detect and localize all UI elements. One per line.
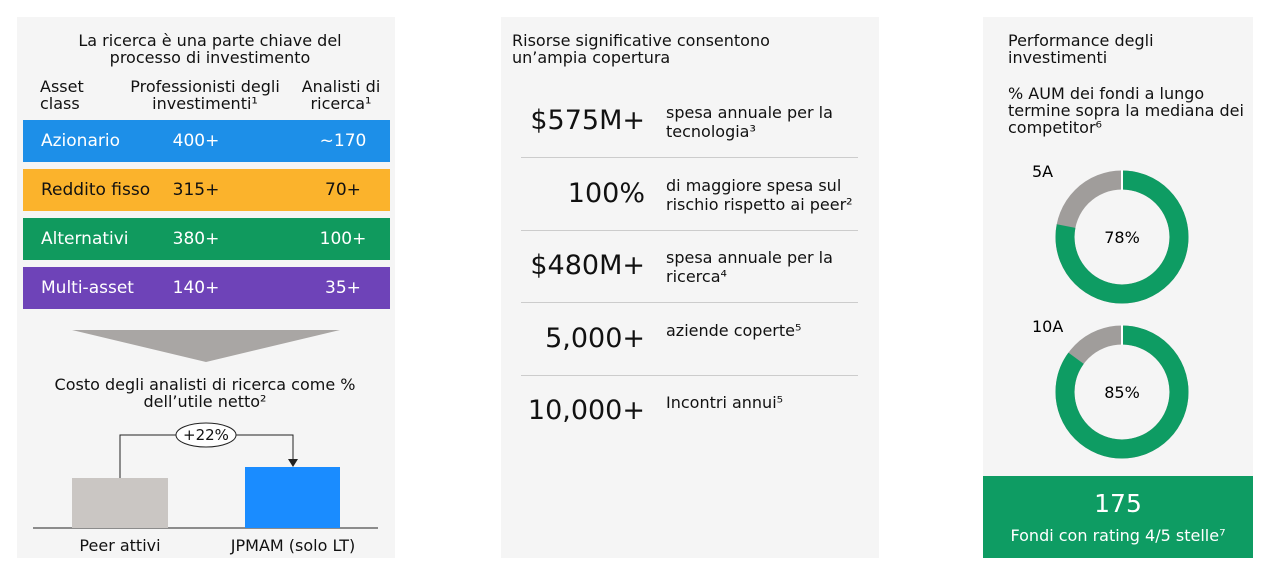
cell: Alternativi [41, 229, 129, 249]
separator [521, 302, 858, 303]
metric: 5,000+ [545, 322, 645, 354]
metric-desc: di maggiore spesa sul rischio rispetto a… [666, 175, 853, 214]
cell: Multi-asset [41, 278, 134, 298]
metric: 100% [567, 177, 645, 209]
header: Analisti di ricerca¹ [301, 77, 381, 113]
fund-box: 175 Fondi con rating 4/5 stelle⁷ [983, 476, 1253, 558]
subtitle: % AUM dei fondi a lungo termine sopra la… [1008, 84, 1244, 137]
bar [245, 467, 340, 528]
donut-label: 85% [1104, 383, 1140, 402]
panel [501, 17, 879, 558]
subtitle: Costo degli analisti di ricerca come % d… [54, 375, 356, 411]
header: Professionisti degli investimenti¹ [130, 77, 280, 113]
bar [72, 478, 168, 528]
metric: $480M+ [530, 250, 645, 281]
table-row: Reddito fisso 315+ 70+ [23, 169, 390, 211]
cell: ~170 [319, 131, 367, 151]
cell: Azionario [41, 131, 120, 151]
period-label: 5A [1032, 162, 1053, 181]
table-row: Multi-asset 140+ 35+ [23, 267, 390, 309]
cell: 140+ [172, 278, 220, 298]
metric: 10,000+ [527, 395, 645, 426]
table-row: Azionario 400+ ~170 [23, 120, 390, 162]
title: Risorse significative consentono un’ampi… [512, 31, 770, 67]
metric-desc: Incontri annui⁵ [666, 393, 784, 412]
bar-label: Peer attivi [79, 536, 161, 555]
metric-desc: aziende coperte⁵ [666, 320, 802, 340]
fund-count: 175 [1094, 489, 1142, 518]
title: La ricerca è una parte chiave del proces… [78, 31, 342, 67]
arrow [72, 330, 340, 362]
cell: 315+ [172, 180, 220, 200]
separator [521, 157, 858, 158]
cell: 70+ [325, 180, 361, 200]
metric-desc: spesa annuale per la ricerca⁴ [666, 248, 833, 286]
cell: Reddito fisso [41, 180, 151, 200]
fund-caption: Fondi con rating 4/5 stelle⁷ [1010, 526, 1226, 545]
bar-label: JPMAM (solo LT) [230, 536, 356, 555]
difference: +22% [183, 426, 229, 444]
cell: 35+ [325, 278, 361, 298]
panel [983, 17, 1253, 476]
arrowhead [288, 459, 298, 467]
cell: 100+ [319, 229, 367, 249]
oval [175, 422, 237, 448]
metric: $575M+ [530, 105, 645, 136]
header: Asset class [40, 77, 84, 113]
donut-label: 78% [1104, 228, 1140, 247]
title: Performance degli investimenti [1008, 31, 1154, 67]
separator [521, 374, 858, 376]
cell: 400+ [172, 131, 220, 151]
table-row: Alternativi 380+ 100+ [23, 218, 390, 260]
separator [521, 229, 858, 231]
period-label: 10A [1032, 317, 1063, 336]
metric-desc: spesa annuale per la tecnologia³ [666, 103, 833, 141]
cell: 380+ [172, 229, 220, 249]
